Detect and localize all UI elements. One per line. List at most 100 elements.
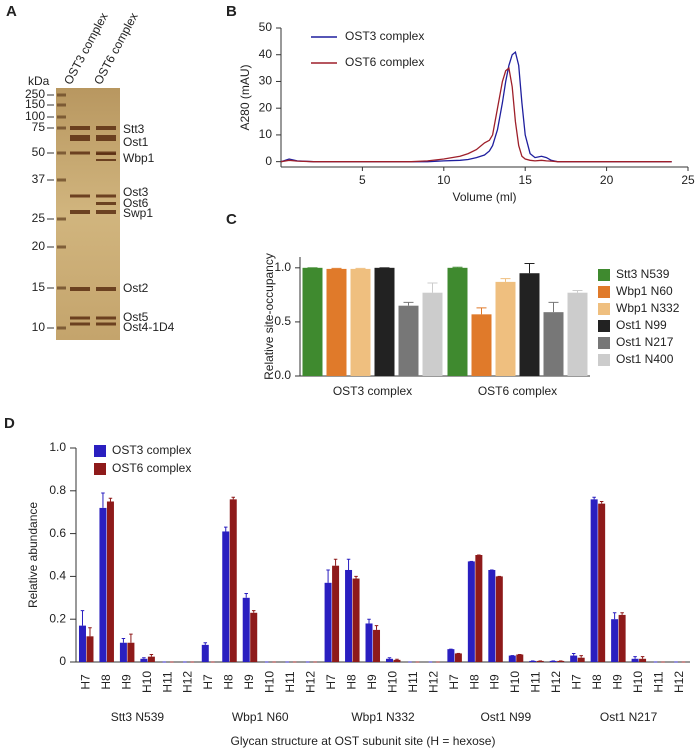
panel-label: A	[6, 3, 17, 20]
gel-band	[70, 316, 90, 320]
gel-band	[96, 194, 116, 198]
y-tick-label: 0.0	[274, 368, 291, 382]
legend-label: OST3 complex	[345, 29, 424, 43]
legend-swatch	[598, 354, 610, 366]
bar	[447, 267, 468, 376]
x-axis-title: Volume (ml)	[452, 190, 516, 204]
error-bar	[374, 625, 379, 630]
legend-label: Ost1 N400	[616, 352, 674, 366]
x-axis-title: Glycan structure at OST subunit site (H …	[231, 734, 496, 748]
bar	[222, 531, 230, 662]
marker-band	[57, 217, 66, 221]
bar	[549, 660, 557, 662]
band-label: Ost1	[123, 135, 149, 149]
bar	[250, 612, 258, 662]
bar	[631, 658, 639, 662]
bar	[611, 619, 619, 662]
x-tick-label: H7	[78, 674, 92, 690]
marker-label: 20	[32, 239, 46, 253]
bar	[242, 597, 250, 662]
legend-swatch	[598, 269, 610, 281]
x-tick-label: H12	[181, 671, 195, 693]
band-label: Stt3	[123, 122, 145, 136]
bar	[422, 292, 443, 376]
marker-label: 37	[32, 172, 46, 186]
marker-label: 150	[25, 97, 45, 111]
bar	[495, 281, 516, 376]
group-label: Wbp1 N332	[351, 710, 415, 724]
gel-band	[70, 210, 90, 214]
error-bar	[367, 618, 371, 624]
x-tick-label: H9	[611, 674, 625, 690]
x-tick-label: H7	[570, 674, 584, 690]
x-tick-label: H10	[631, 671, 645, 693]
bar	[373, 629, 381, 662]
bar	[201, 644, 209, 662]
bar	[567, 292, 588, 376]
legend-label: OST6 complex	[112, 461, 191, 475]
bar	[543, 312, 564, 376]
error-bar	[395, 658, 399, 660]
x-tick-label: H7	[447, 674, 461, 690]
error-bar	[224, 526, 228, 532]
bar	[345, 569, 353, 662]
x-tick-label: 10	[437, 173, 451, 187]
x-tick-label: H12	[672, 671, 686, 693]
band-label: Ost6	[123, 196, 149, 210]
bar	[86, 636, 94, 662]
bar	[302, 267, 323, 376]
legend-label: Wbp1 N332	[616, 301, 680, 315]
bar	[324, 582, 332, 662]
legend-swatch	[598, 303, 610, 315]
gel-band	[96, 153, 116, 155]
error-bar	[80, 610, 85, 626]
error-bar	[571, 652, 576, 656]
gel-band	[70, 287, 90, 291]
error-bar	[251, 610, 256, 613]
bar	[326, 268, 347, 376]
error-bar	[524, 262, 535, 274]
y-axis-title: Relative abundance	[26, 502, 40, 608]
legend-swatch	[598, 337, 610, 349]
bar	[447, 649, 455, 662]
marker-band	[57, 151, 66, 155]
bar	[529, 660, 537, 662]
y-tick-label: 0.5	[274, 314, 291, 328]
marker-band	[57, 93, 66, 97]
bar	[577, 657, 585, 662]
bar	[365, 623, 373, 662]
error-bar	[387, 657, 392, 659]
bar	[516, 654, 524, 662]
bar	[332, 565, 340, 662]
error-bar	[129, 633, 133, 643]
bar	[385, 658, 393, 662]
bar	[598, 503, 606, 662]
group-label: Ost1 N217	[600, 710, 658, 724]
bar	[352, 578, 360, 662]
marker-label: 10	[32, 320, 46, 334]
y-tick-label: 10	[259, 127, 273, 141]
x-tick-label: H10	[140, 671, 154, 693]
x-tick-label: H11	[529, 671, 543, 692]
x-tick-label: H9	[488, 674, 502, 690]
panel-label: D	[4, 415, 15, 432]
y-axis-title: Relative site-occupancy	[262, 253, 276, 380]
bar	[488, 569, 496, 662]
x-tick-label: H9	[365, 674, 379, 690]
error-bar	[203, 642, 208, 645]
bar	[508, 655, 516, 662]
bar	[78, 625, 86, 662]
x-tick-label: 20	[600, 173, 614, 187]
error-bar	[108, 497, 113, 502]
bar	[590, 499, 598, 662]
bar	[147, 656, 155, 662]
band-label: Ost5	[123, 310, 149, 324]
bar	[454, 653, 462, 662]
group-label: Wbp1 N60	[232, 710, 289, 724]
x-tick-label: H12	[549, 671, 563, 693]
error-bar	[326, 569, 330, 583]
error-bar	[612, 612, 617, 620]
error-bar	[121, 637, 126, 643]
marker-label: 100	[25, 109, 45, 123]
